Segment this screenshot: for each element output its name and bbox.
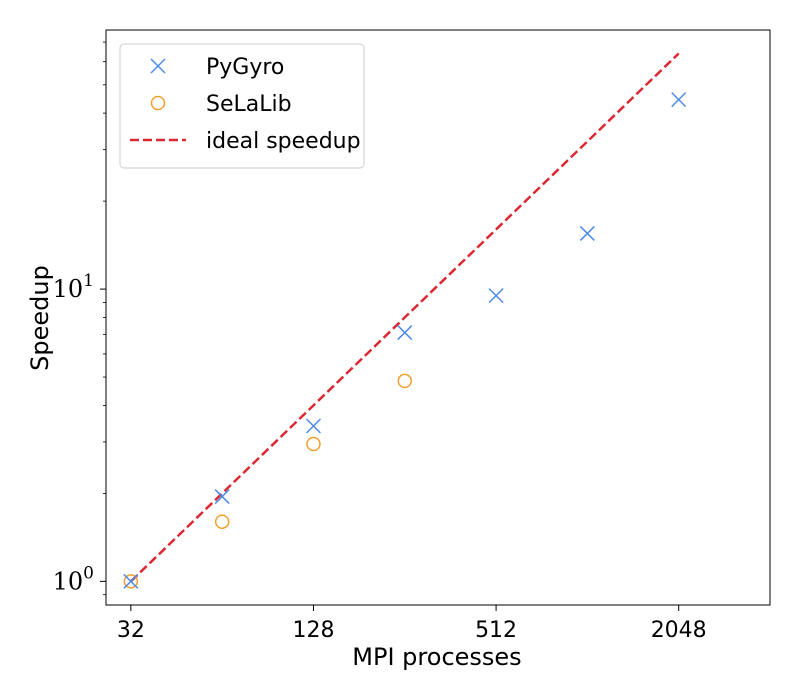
x-axis-label: MPI processes <box>352 643 521 671</box>
legend-label: SeLaLib <box>206 92 292 117</box>
legend-label: PyGyro <box>206 55 284 80</box>
y-tick-label: 101 <box>53 271 94 303</box>
legend-label: ideal speedup <box>206 129 361 154</box>
y-axis: 100 101 <box>53 41 106 595</box>
legend-item: SeLaLib <box>150 92 292 117</box>
legend-marker-x <box>150 58 166 74</box>
legend-item: ideal speedup <box>130 129 361 154</box>
pygyro-point <box>488 288 504 304</box>
plot-marks <box>123 52 687 589</box>
selalib-point <box>306 436 321 452</box>
pygyro-point <box>305 418 321 434</box>
x-tick-label: 2048 <box>651 618 707 643</box>
y-tick-label: 100 <box>53 563 94 595</box>
x-tick-label: 512 <box>475 618 517 643</box>
x-tick-label: 128 <box>292 618 334 643</box>
pygyro-point <box>123 573 139 589</box>
selalib-point <box>214 514 230 529</box>
legend-box <box>119 43 365 169</box>
ideal-speedup-line <box>129 52 680 583</box>
selalib-point <box>397 373 413 389</box>
x-tick-label: 32 <box>117 618 145 643</box>
selalib-point <box>123 574 139 589</box>
x-axis: 32 128 512 2048 <box>117 605 707 643</box>
pygyro-point <box>671 92 687 108</box>
y-axis-label: Speedup <box>26 265 54 371</box>
legend-item: PyGyro <box>150 55 284 80</box>
legend: PyGyro SeLaLib ideal speedup <box>119 43 365 169</box>
pygyro-point <box>214 489 230 505</box>
pygyro-point <box>579 225 595 241</box>
legend-marker-circle <box>150 95 166 111</box>
pygyro-point <box>397 325 413 341</box>
